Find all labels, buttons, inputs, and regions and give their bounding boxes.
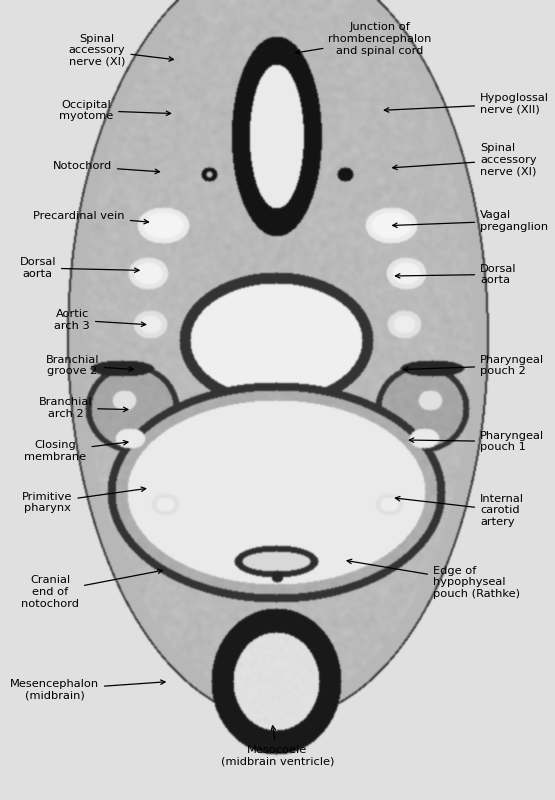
Text: Mesocoele
(midbrain ventricle): Mesocoele (midbrain ventricle) [221, 726, 334, 766]
Text: Vagal
preganglion: Vagal preganglion [393, 210, 548, 232]
Text: Internal
carotid
artery: Internal carotid artery [395, 494, 524, 527]
Text: Primitive
pharynx: Primitive pharynx [22, 487, 146, 514]
Text: Mesencephalon
(midbrain): Mesencephalon (midbrain) [10, 678, 165, 701]
Text: Spinal
accessory
nerve (XI): Spinal accessory nerve (XI) [393, 143, 537, 177]
Text: Aortic
arch 3: Aortic arch 3 [54, 309, 145, 331]
Text: Closing
membrane: Closing membrane [24, 440, 128, 462]
Text: Occipital
myotome: Occipital myotome [59, 100, 170, 121]
Text: Pharyngeal
pouch 2: Pharyngeal pouch 2 [404, 354, 544, 376]
Text: Edge of
hypophyseal
pouch (Rathke): Edge of hypophyseal pouch (Rathke) [347, 559, 520, 599]
Text: Dorsal
aorta: Dorsal aorta [396, 264, 517, 285]
Text: Precardinal vein: Precardinal vein [33, 211, 149, 224]
Text: Cranial
end of
notochord: Cranial end of notochord [21, 569, 163, 609]
Text: Branchial
arch 2: Branchial arch 2 [39, 397, 128, 419]
Text: Notochord: Notochord [53, 162, 159, 174]
Text: Dorsal
aorta: Dorsal aorta [19, 258, 139, 278]
Text: Branchial
groove 2: Branchial groove 2 [46, 354, 133, 376]
Text: Spinal
accessory
nerve (XI): Spinal accessory nerve (XI) [69, 34, 174, 67]
Text: Hypoglossal
nerve (XII): Hypoglossal nerve (XII) [385, 94, 549, 114]
Text: Junction of
rhombencephalon
and spinal cord: Junction of rhombencephalon and spinal c… [295, 22, 432, 56]
Text: Pharyngeal
pouch 1: Pharyngeal pouch 1 [410, 430, 544, 452]
